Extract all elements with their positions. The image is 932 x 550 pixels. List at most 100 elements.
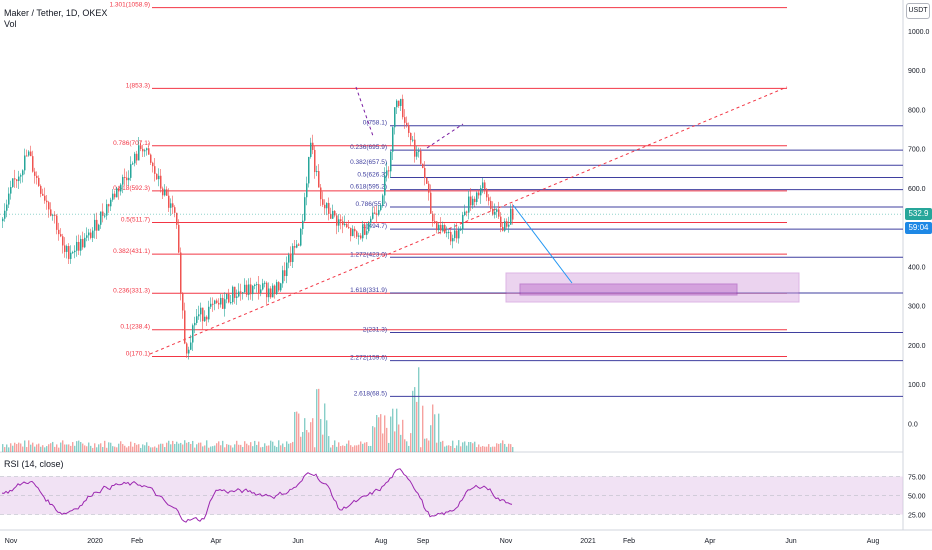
- volume-bar: [488, 444, 490, 452]
- price-axis-label: 0.0: [908, 421, 918, 428]
- volume-bar: [468, 441, 470, 452]
- volume-bar: [308, 432, 310, 452]
- candle-body: [40, 185, 42, 194]
- candle-body: [198, 314, 200, 317]
- volume-bar: [312, 418, 314, 452]
- volume-bar: [494, 446, 496, 452]
- volume-bar: [178, 443, 180, 452]
- candle-body: [364, 224, 366, 235]
- candle-body: [224, 299, 226, 309]
- candle-body: [334, 210, 336, 216]
- volume-bar: [148, 445, 150, 452]
- fib-left-label: 0.5(511.7): [121, 216, 150, 223]
- volume-bar: [186, 442, 188, 452]
- volume-bar: [184, 440, 186, 452]
- volume-bar: [106, 447, 108, 452]
- target-box-outer: [505, 272, 800, 303]
- candle-body: [366, 231, 368, 235]
- volume-bar: [280, 445, 282, 452]
- price-axis-label: 800.0: [908, 107, 926, 114]
- candle-body: [14, 178, 16, 180]
- candle-body: [216, 300, 218, 303]
- volume-bar: [122, 444, 124, 452]
- candle-body: [440, 224, 442, 231]
- volume-bar: [240, 444, 242, 452]
- candle-body: [372, 212, 374, 219]
- volume-bar: [384, 415, 386, 452]
- volume-bar: [330, 447, 332, 452]
- candle-body: [210, 303, 212, 307]
- candle-body: [418, 150, 420, 152]
- volume-bar: [58, 447, 60, 452]
- volume-bar: [156, 447, 158, 452]
- volume-bar: [262, 446, 264, 452]
- volume-bar: [144, 445, 146, 452]
- candle-body: [196, 316, 198, 323]
- candle-body: [326, 202, 328, 209]
- candle-body: [242, 292, 244, 294]
- volume-bar: [386, 427, 388, 452]
- candle-body: [424, 167, 426, 179]
- candle-body: [208, 306, 210, 320]
- volume-bar: [368, 445, 370, 452]
- fib-left-label: 0.1(238.4): [120, 324, 150, 331]
- candle-body: [298, 244, 300, 246]
- candle-body: [426, 178, 428, 184]
- candle-body: [444, 225, 446, 233]
- fib-left-label: 0.236(331.3): [113, 287, 150, 294]
- volume-bar: [452, 440, 454, 452]
- volume-bar: [256, 444, 258, 452]
- currency-button[interactable]: USDT: [906, 3, 930, 19]
- volume-bar: [44, 447, 46, 452]
- candle-body: [212, 303, 214, 305]
- candle-body: [76, 241, 78, 251]
- candle-body: [468, 196, 470, 213]
- volume-bar: [246, 443, 248, 452]
- candle-body: [346, 223, 348, 228]
- volume-bar: [412, 390, 414, 452]
- volume-bar: [248, 445, 250, 452]
- candle-body: [24, 155, 26, 171]
- candle-body: [182, 293, 184, 311]
- volume-bar: [342, 445, 344, 452]
- candle-body: [498, 209, 500, 217]
- candle-body: [324, 204, 326, 209]
- fib-left-label: 0.618(592.3): [113, 185, 150, 192]
- time-axis-label: Sep: [417, 538, 430, 545]
- volume-bar: [432, 404, 434, 452]
- candle-body: [490, 200, 492, 209]
- volume-bar: [300, 436, 302, 452]
- candle-body: [416, 151, 418, 157]
- candle-body: [222, 297, 224, 309]
- candle-body: [448, 231, 450, 233]
- candle-body: [64, 245, 66, 252]
- volume-bar: [168, 440, 170, 452]
- candle-body: [316, 171, 318, 173]
- volume-bar: [64, 444, 66, 452]
- volume-bar: [92, 447, 94, 452]
- volume-bar: [272, 441, 274, 452]
- candle-body: [18, 176, 20, 182]
- candle-body: [252, 285, 254, 295]
- volume-bar: [336, 446, 338, 452]
- candle-body: [248, 284, 250, 295]
- candle-body: [296, 244, 298, 248]
- candle-body: [250, 284, 252, 295]
- candle-body: [376, 213, 378, 215]
- candle-body: [228, 294, 230, 303]
- candle-body: [422, 163, 424, 168]
- volume-bar: [396, 408, 398, 452]
- volume-bar: [66, 444, 68, 452]
- candle-body: [256, 284, 258, 286]
- candle-body: [436, 221, 438, 231]
- volume-bar: [68, 444, 70, 452]
- volume-bar: [54, 446, 56, 452]
- candle-body: [310, 142, 312, 157]
- volume-bar: [364, 442, 366, 452]
- price-axis-label: 200.0: [908, 343, 926, 350]
- candle-body: [280, 283, 282, 291]
- volume-bar: [170, 444, 172, 452]
- candle-body: [188, 349, 190, 354]
- volume-bar: [314, 447, 316, 452]
- candle-body: [484, 182, 486, 189]
